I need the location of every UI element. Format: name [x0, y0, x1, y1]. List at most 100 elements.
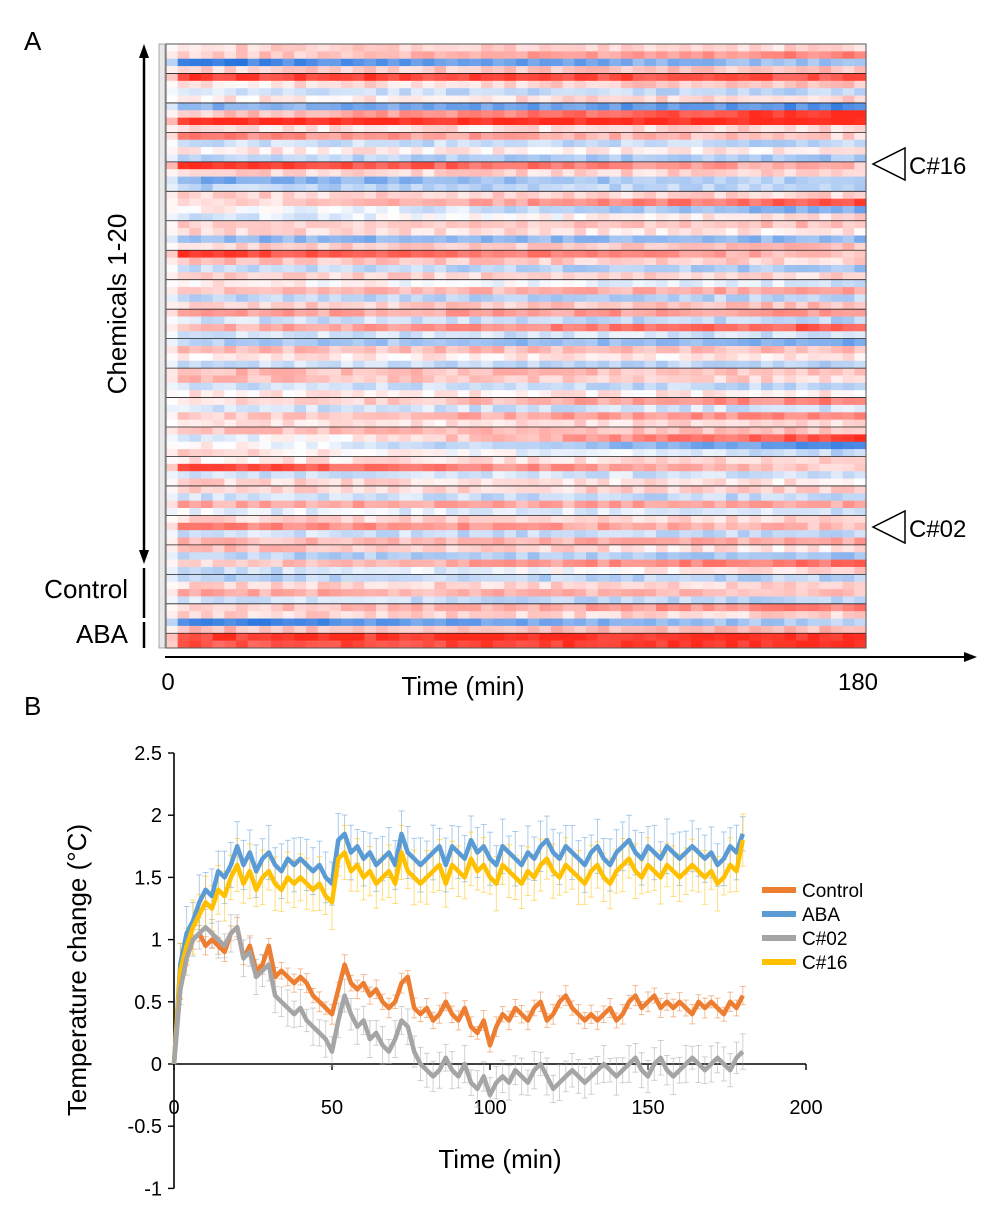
heatmap-cell: [539, 574, 552, 583]
heatmap-cell: [632, 110, 645, 118]
heatmap-cell: [352, 353, 365, 362]
heatmap-cell: [854, 552, 867, 560]
heatmap-cell: [831, 603, 844, 612]
heatmap-cell: [457, 397, 470, 406]
heatmap-cell: [329, 331, 342, 339]
heatmap-cell: [306, 176, 319, 185]
heatmap-cell: [597, 316, 610, 325]
heatmap-cell: [446, 449, 459, 457]
heatmap-cell: [702, 404, 715, 413]
heatmap-cell: [562, 169, 575, 177]
heatmap-cell: [271, 596, 284, 605]
heatmap-cell: [527, 515, 540, 524]
heatmap-cell: [247, 625, 260, 634]
heatmap-cell: [189, 441, 202, 450]
heatmap-cell: [457, 272, 470, 281]
heatmap-cell: [562, 456, 575, 465]
heatmap-cell: [352, 66, 365, 74]
heatmap-cell: [621, 515, 634, 524]
heatmap-cell: [714, 375, 727, 384]
heatmap-cell: [282, 382, 295, 391]
heatmap-cell: [854, 574, 867, 583]
heatmap-cell: [527, 102, 540, 111]
heatmap-cell: [632, 80, 645, 89]
heatmap-cell: [737, 382, 750, 391]
heatmap-cell: [434, 603, 447, 612]
heatmap-cell: [352, 463, 365, 472]
heatmap-cell: [551, 537, 564, 546]
heatmap-cell: [329, 58, 342, 67]
heatmap-cell: [527, 611, 540, 619]
heatmap-cell: [294, 618, 307, 627]
heatmap-cell: [189, 66, 202, 74]
heatmap-cell: [166, 419, 179, 428]
heatmap-cell: [551, 132, 564, 141]
heatmap-cell: [329, 640, 342, 649]
heatmap-cell: [796, 198, 809, 207]
heatmap-cell: [737, 95, 750, 104]
heatmap-cell: [679, 331, 692, 339]
heatmap-cell: [586, 640, 599, 649]
heatmap-cell: [609, 449, 622, 457]
heatmap-cell: [422, 559, 435, 568]
heatmap-cell: [749, 213, 762, 222]
heatmap-cell: [317, 419, 330, 428]
heatmap-cell: [247, 147, 260, 155]
heatmap-cell: [446, 228, 459, 236]
heatmap-cell: [854, 279, 867, 288]
heatmap-cell: [726, 360, 739, 369]
heatmap-cell: [807, 559, 820, 568]
control-label: Control: [44, 574, 128, 604]
heatmap-cell: [527, 235, 540, 244]
heatmap-cell: [224, 316, 237, 325]
heatmap-cell: [562, 463, 575, 472]
heatmap-cell: [189, 198, 202, 207]
heatmap-cell: [341, 191, 354, 199]
heatmap-cell: [329, 478, 342, 487]
heatmap-cell: [166, 176, 179, 185]
heatmap-cell: [679, 530, 692, 538]
heatmap-cell: [177, 51, 190, 60]
heatmap-cell: [842, 58, 855, 67]
heatmap-cell: [714, 176, 727, 185]
heatmap-cell: [259, 500, 272, 509]
heatmap-cell: [434, 633, 447, 641]
heatmap-cell: [831, 331, 844, 339]
heatmap-cell: [481, 80, 494, 89]
heatmap-cell: [201, 272, 214, 281]
heatmap-cell: [481, 183, 494, 192]
heatmap-cell: [586, 110, 599, 118]
heatmap-cell: [539, 220, 552, 229]
heatmap-cell: [761, 530, 774, 538]
heatmap-cell: [772, 382, 785, 391]
heatmap-cell: [201, 294, 214, 303]
heatmap-cell: [469, 566, 482, 575]
heatmap-cell: [201, 66, 214, 74]
heatmap-cell: [679, 404, 692, 413]
heatmap-cell: [294, 242, 307, 251]
heatmap-cell: [457, 346, 470, 354]
heatmap-cell: [772, 618, 785, 627]
heatmap-cell: [212, 522, 225, 531]
heatmap-cell: [201, 397, 214, 406]
heatmap-cell: [317, 463, 330, 472]
heatmap-cell: [714, 198, 727, 207]
heatmap-cell: [831, 338, 844, 347]
heatmap-cell: [726, 368, 739, 376]
heatmap-cell: [691, 228, 704, 236]
heatmap-cell: [212, 147, 225, 155]
heatmap-cell: [469, 441, 482, 450]
heatmap-cell: [632, 427, 645, 435]
heatmap-cell: [574, 73, 587, 82]
heatmap-cell: [656, 390, 669, 398]
heatmap-cell: [726, 301, 739, 310]
heatmap-cell: [644, 309, 657, 317]
heatmap-cell: [247, 338, 260, 347]
heatmap-cell: [259, 633, 272, 641]
heatmap-cell: [212, 264, 225, 273]
heatmap-cell: [597, 441, 610, 450]
heatmap-cell: [341, 508, 354, 516]
heatmap-cell: [761, 471, 774, 479]
heatmap-cell: [224, 552, 237, 560]
heatmap-cell: [399, 404, 412, 413]
